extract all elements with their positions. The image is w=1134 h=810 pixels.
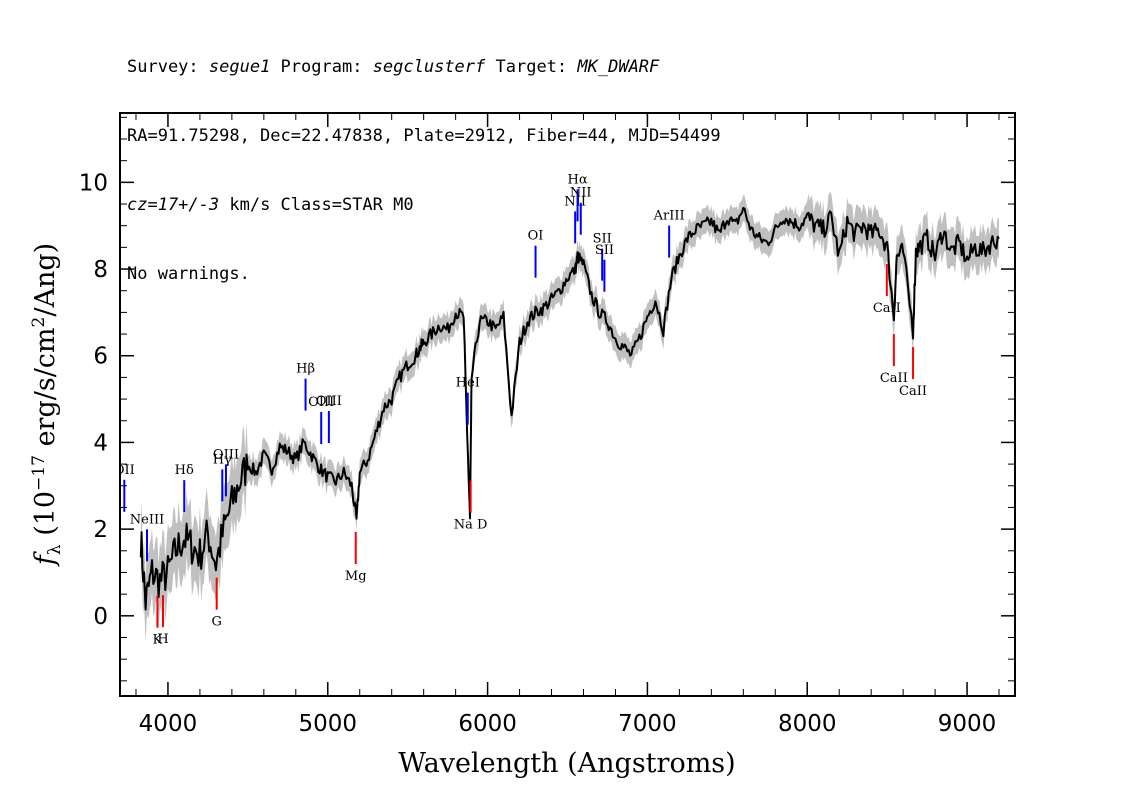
program-label: Program:: [270, 57, 373, 77]
y-label-sub: λ: [45, 544, 65, 555]
y-label-exp2: 2: [29, 317, 49, 328]
emission-line-label: OIII: [316, 394, 342, 409]
x-tick-label: 6000: [458, 711, 517, 737]
emission-line-label: SII: [593, 232, 612, 247]
x-tick-label: 4000: [139, 711, 198, 737]
y-label-c: /Ang): [30, 243, 61, 317]
emission-line-label: Hδ: [175, 463, 194, 478]
spectral-line-markers: OIINeIIIHδHγOIIIHβOIIIOIIIHeIOINIIHαNIIS…: [114, 172, 927, 648]
x-tick-label: 9000: [938, 711, 997, 737]
y-label-a: (10: [30, 491, 61, 544]
y-label-exp: −17: [29, 455, 49, 491]
survey-value: segue1: [208, 57, 271, 77]
x-axis-label: Wavelength (Angstroms): [398, 748, 735, 779]
survey-label: Survey:: [127, 57, 209, 77]
x-tick-label: 7000: [618, 711, 677, 737]
emission-line-label: OIII: [213, 447, 239, 462]
absorption-line-label: CaII: [873, 301, 901, 316]
y-axis-label: fλ (10−17 erg/s/cm2/Ang): [29, 243, 65, 567]
error-band: [140, 191, 1000, 642]
absorption-line-label: CaII: [880, 371, 908, 386]
y-tick-label: 2: [93, 517, 108, 543]
absorption-line-label: Na D: [454, 518, 488, 533]
cz-value: cz=17+/-3: [127, 195, 220, 215]
header-line-coords: RA=91.75298, Dec=22.47838, Plate=2912, F…: [127, 126, 721, 146]
axes: 4000 5000 6000 7000 8000 9000 0 2 4 6 8 10: [79, 112, 1016, 737]
emission-line-label: Hγ: [213, 452, 232, 467]
emission-line-label: NII: [570, 186, 592, 201]
x-tick-label: 8000: [778, 711, 837, 737]
plot-frame: [119, 112, 1016, 697]
target-value: MK_DWARF: [577, 57, 660, 77]
absorption-line-label: CaII: [899, 384, 927, 399]
emission-line-label: ArIII: [653, 209, 685, 224]
x-tick-label: 5000: [298, 711, 357, 737]
emission-line-label: HeI: [456, 376, 480, 391]
emission-line-label: OII: [114, 463, 135, 478]
absorption-line-label: K: [153, 633, 163, 648]
y-tick-label: 6: [93, 344, 108, 370]
emission-line-label: SII: [595, 243, 614, 258]
header-line-redshift: cz=17+/-3 km/s Class=STAR M0: [127, 194, 721, 217]
error-band-layer: [140, 191, 1000, 642]
target-label: Target:: [485, 57, 578, 77]
flux-series-line: [139, 206, 1000, 611]
emission-line-label: OIII: [308, 395, 334, 410]
y-tick-label: 10: [79, 170, 108, 196]
emission-line-label: Hα: [568, 172, 588, 187]
header-line-survey: Survey: segue1 Program: segclusterf Targ…: [127, 56, 721, 79]
absorption-line-label: G: [211, 615, 221, 630]
absorption-line-label: Mg: [345, 569, 367, 584]
emission-line-label: NeIII: [130, 512, 164, 527]
flux-line-layer: [139, 206, 1000, 611]
spectrum-header: Survey: segue1 Program: segclusterf Targ…: [127, 10, 721, 309]
y-tick-label: 0: [93, 604, 108, 630]
y-tick-label: 8: [93, 257, 108, 283]
y-tick-label: 4: [93, 430, 108, 456]
emission-line-label: OI: [528, 229, 544, 244]
absorption-line-label: H: [157, 632, 168, 647]
emission-line-label: Hβ: [296, 362, 315, 377]
class-text: km/s Class=STAR M0: [219, 195, 414, 215]
y-label-b: erg/s/cm: [30, 327, 61, 455]
program-value: segclusterf: [372, 57, 486, 77]
y-label-f: f: [30, 551, 61, 567]
